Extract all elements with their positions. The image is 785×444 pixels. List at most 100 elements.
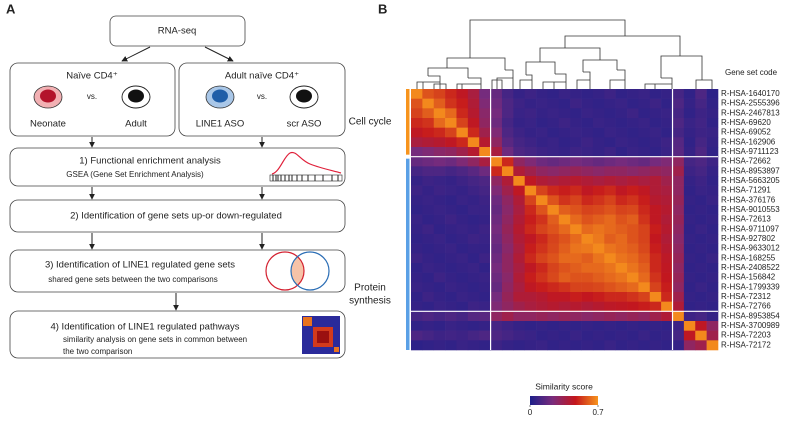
heatmap-cell (581, 205, 594, 215)
heatmap-cell (570, 118, 582, 128)
heatmap-cell (433, 253, 446, 264)
heatmap-cell (638, 243, 651, 254)
heatmap-cell (672, 292, 685, 302)
heatmap-cell (570, 224, 582, 235)
heatmap-cell (456, 272, 469, 283)
heatmap-cell (615, 137, 628, 148)
heatmap-cell (558, 108, 571, 119)
heatmap-cell (433, 301, 446, 312)
heatmap-cell (467, 321, 480, 331)
heatmap-cell (524, 166, 537, 177)
heatmap-cell (433, 234, 446, 244)
heatmap-cell (661, 311, 673, 322)
heatmap-cell (445, 321, 457, 331)
heatmap-cell (570, 137, 582, 148)
heatmap-cell (547, 263, 560, 273)
heatmap-cell (433, 311, 446, 322)
heatmap-cell (661, 301, 673, 312)
heatmap-cell (695, 89, 707, 99)
heatmap-cell (570, 176, 582, 186)
heatmap-cell (706, 127, 719, 138)
heatmap-cell (456, 253, 469, 264)
heatmap-cell (615, 282, 628, 293)
heatmap-cell (479, 330, 491, 341)
heatmap-cell (683, 108, 696, 119)
arrow (204, 46, 234, 62)
heatmap-cell (592, 340, 605, 351)
heatmap-cell (661, 185, 673, 196)
heatmap-cell (524, 176, 537, 186)
heatmap-cell (411, 127, 423, 138)
heatmap-cell (456, 127, 469, 138)
heatmap-cell (592, 234, 605, 244)
heatmap-cell (706, 243, 719, 254)
heatmap-cell (524, 185, 537, 196)
step-box (9, 249, 346, 293)
heatmap-cell (649, 118, 662, 128)
heatmap-cell (592, 89, 605, 99)
heatmap-cell (672, 321, 685, 331)
heatmap-cell (547, 224, 560, 235)
heatmap-cell (638, 156, 651, 167)
heatmap-cell (513, 321, 526, 331)
heatmap-cell (706, 156, 719, 167)
heatmap-cell (592, 195, 605, 206)
heatmap-cell (649, 195, 662, 206)
heatmap-cell (695, 156, 707, 167)
heatmap-cell (433, 330, 446, 341)
heatmap-cell (467, 263, 480, 273)
heatmap-cell (570, 205, 582, 215)
heatmap-cell (445, 263, 457, 273)
row-label: R-HSA-168255 (721, 253, 776, 262)
heatmap-cell (638, 263, 651, 273)
heatmap-cell (570, 263, 582, 273)
heatmap-cell (422, 214, 435, 225)
heatmap-cell (627, 263, 639, 273)
heatmap-cell (501, 292, 514, 302)
heatmap-cell (615, 205, 628, 215)
heatmap-cell (547, 301, 560, 312)
heatmap-cell (695, 292, 707, 302)
heatmap-cell (695, 321, 707, 331)
heatmap-cell (649, 292, 662, 302)
colorbar-tick-label: 0.7 (592, 408, 604, 417)
heatmap-cell (627, 176, 639, 186)
heatmap-cell (536, 301, 548, 312)
heatmap-cell (467, 243, 480, 254)
step-title: 2) Identification of gene sets up-or dow… (70, 211, 282, 222)
heatmap-cell (615, 253, 628, 264)
heatmap-cell (547, 156, 560, 167)
heatmap-cell (501, 234, 514, 244)
heatmap-cell (501, 108, 514, 119)
heatmap-cell (445, 214, 457, 225)
heatmap-cell (683, 195, 696, 206)
heatmap-cell (513, 234, 526, 244)
heatmap-cell (536, 98, 548, 109)
heatmap-cell (524, 321, 537, 331)
heatmap-cell (558, 282, 571, 293)
heatmap-cell (695, 205, 707, 215)
heatmap-cell (547, 272, 560, 283)
heatmap-cell (615, 147, 628, 157)
group-bar (406, 158, 410, 350)
row-label: R-HSA-2555396 (721, 99, 780, 108)
heatmap-cell (695, 311, 707, 322)
heatmap-cell (592, 166, 605, 177)
heatmap-cell (524, 118, 537, 128)
heatmap-cell (490, 224, 503, 235)
heatmap-cell (547, 340, 560, 351)
heatmap-cell (661, 292, 673, 302)
heatmap-cell (638, 108, 651, 119)
heatmap-cell (411, 272, 423, 283)
step-subtitle: shared gene sets between the two compari… (48, 275, 217, 284)
heatmap-cell (695, 185, 707, 196)
heatmap-cell (490, 321, 503, 331)
heatmap-cell (445, 118, 457, 128)
heatmap-cell (501, 224, 514, 235)
heatmap-cell (592, 272, 605, 283)
heatmap-cell (411, 311, 423, 322)
heatmap-cell (467, 156, 480, 167)
heatmap-cell (558, 118, 571, 128)
heatmap-cell (479, 321, 491, 331)
